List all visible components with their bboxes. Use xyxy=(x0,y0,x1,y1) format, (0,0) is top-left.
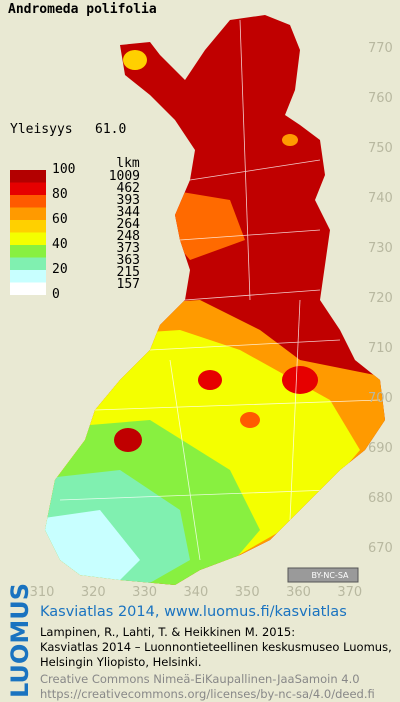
count-header: lkm xyxy=(116,156,140,171)
citation-line: Helsingin Yliopisto, Helsinki. xyxy=(40,655,202,669)
legend-count: 462 xyxy=(117,181,140,196)
license-line: Creative Commons Nimeä-EiKaupallinen-Jaa… xyxy=(40,672,360,686)
y-tick-label: 710 xyxy=(368,341,393,356)
legend-count: 157 xyxy=(117,277,140,292)
frequency-label: Yleisyys xyxy=(10,122,73,137)
x-tick-label: 310 xyxy=(30,585,55,600)
y-tick-label: 770 xyxy=(368,41,393,56)
y-tick-label: 680 xyxy=(368,491,393,506)
license-line: https://creativecommons.org/licenses/by-… xyxy=(40,687,375,701)
frequency-value: 61.0 xyxy=(95,122,126,137)
x-tick-label: 330 xyxy=(132,585,157,600)
legend-count: 344 xyxy=(117,205,141,220)
y-tick-label: 720 xyxy=(368,291,393,306)
legend-count: 373 xyxy=(117,241,140,256)
cc-badge-text: BY-NC-SA xyxy=(311,571,349,580)
legend-scale-label: 0 xyxy=(52,287,60,302)
legend-scale-label: 60 xyxy=(52,212,68,227)
legend-swatch xyxy=(10,182,46,195)
legend-swatch xyxy=(10,195,46,208)
y-tick-label: 740 xyxy=(368,191,393,206)
legend-count: 264 xyxy=(117,217,141,232)
x-tick-label: 350 xyxy=(235,585,260,600)
x-tick-label: 370 xyxy=(337,585,362,600)
x-tick-label: 340 xyxy=(183,585,208,600)
citation-line: Lampinen, R., Lahti, T. & Heikkinen M. 2… xyxy=(40,625,295,639)
y-tick-label: 670 xyxy=(368,541,393,556)
y-tick-label: 700 xyxy=(368,391,393,406)
cc-badge xyxy=(287,567,359,583)
legend-swatch xyxy=(10,170,46,183)
legend-swatch xyxy=(10,257,46,270)
y-tick-label: 760 xyxy=(368,91,393,106)
y-tick-label: 750 xyxy=(368,141,393,156)
y-tick-label: 690 xyxy=(368,441,393,456)
citation-line: Kasviatlas 2014 – Luonnontieteellinen ke… xyxy=(40,640,392,654)
legend-count: 215 xyxy=(117,265,140,280)
legend-count: 248 xyxy=(117,229,140,244)
legend-swatch xyxy=(10,270,46,283)
legend-swatch xyxy=(10,232,46,245)
legend-scale-label: 40 xyxy=(52,237,68,252)
title: Andromeda polifolia xyxy=(8,2,157,17)
legend-swatch xyxy=(10,220,46,233)
x-tick-label: 360 xyxy=(286,585,311,600)
legend-swatch xyxy=(10,207,46,220)
legend-scale-label: 100 xyxy=(52,162,75,177)
legend-count: 1009 xyxy=(109,169,140,184)
y-tick-label: 730 xyxy=(368,241,393,256)
logo: LUOMUS xyxy=(6,583,34,698)
atlas-link: Kasviatlas 2014, www.luomus.fi/kasviatla… xyxy=(40,604,347,620)
legend-swatch xyxy=(10,282,46,295)
x-tick-label: 320 xyxy=(81,585,106,600)
legend-count: 363 xyxy=(117,253,140,268)
legend-scale-label: 20 xyxy=(52,262,68,277)
legend-scale-label: 80 xyxy=(52,187,68,202)
legend-swatch xyxy=(10,245,46,258)
legend-count: 393 xyxy=(117,193,140,208)
